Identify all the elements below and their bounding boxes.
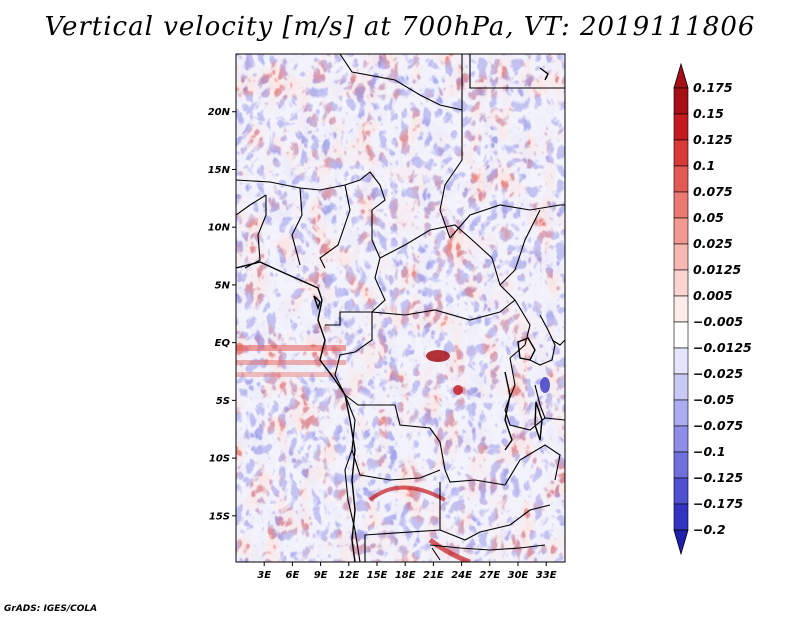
colorbar-label: −0.2 <box>693 522 726 537</box>
lon-tick-label: 21E <box>423 570 444 581</box>
lat-tick-label: 15N <box>208 165 231 176</box>
colorbar-label: 0.125 <box>693 132 733 147</box>
colorbar-label: 0.15 <box>693 106 724 121</box>
colorbar-label: −0.1 <box>693 444 726 459</box>
lat-tick-label: 10S <box>209 454 230 465</box>
colorbar-label: −0.05 <box>693 392 735 407</box>
colorbar-segment <box>673 269 689 297</box>
colorbar-label: 0.0125 <box>693 262 742 277</box>
colorbar-label: −0.005 <box>693 314 743 329</box>
colorbar-segment <box>673 451 689 479</box>
lon-tick-label: 33E <box>536 570 557 581</box>
map-frame <box>235 53 566 563</box>
colorbar-label: 0.05 <box>693 210 724 225</box>
colorbar-segment <box>673 503 689 531</box>
lat-tick-label: EQ <box>215 338 231 349</box>
colorbar-label: 0.1 <box>693 158 715 173</box>
map-title: Vertical velocity [m/s] at 700hPa, VT: 2… <box>44 12 756 42</box>
colorbar-segment <box>673 165 689 193</box>
colorbar-segment <box>673 87 689 115</box>
lat-tick-label: 5N <box>215 280 231 291</box>
colorbar-label: −0.125 <box>693 470 743 485</box>
grads-credit: GrADS: IGES/COLA <box>4 604 98 614</box>
colorbar-label: −0.025 <box>693 366 743 381</box>
lon-tick-label: 24E <box>451 570 472 581</box>
lat-tick-label: 5S <box>216 396 230 407</box>
lon-tick-label: 18E <box>395 570 416 581</box>
lon-tick-label: 6E <box>286 570 300 581</box>
colorbar-segment <box>673 425 689 453</box>
colorbar-label: −0.0125 <box>693 340 752 355</box>
colorbar-segment <box>673 399 689 427</box>
lat-tick-label: 15S <box>209 511 230 522</box>
colorbar-label: 0.175 <box>693 80 733 95</box>
lat-tick-label: 10N <box>208 223 231 234</box>
lon-tick-label: 15E <box>367 570 388 581</box>
colorbar-top-cap <box>673 62 689 89</box>
lon-tick-label: 27E <box>479 570 500 581</box>
colorbar-label: 0.025 <box>693 236 733 251</box>
colorbar-label: 0.005 <box>693 288 733 303</box>
colorbar-segment <box>673 373 689 401</box>
colorbar-segment <box>673 217 689 245</box>
colorbar-segment <box>673 321 689 349</box>
colorbar-segment <box>673 295 689 323</box>
colorbar-segment <box>673 191 689 219</box>
country-boundaries <box>236 54 565 562</box>
colorbar-segment <box>673 477 689 505</box>
colorbar-label: −0.175 <box>693 496 743 511</box>
latitude-axis: 20N 15N 10N 5N EQ 5S 10S 15S <box>208 107 236 522</box>
lon-tick-label: 3E <box>257 570 271 581</box>
lon-tick-label: 9E <box>314 570 328 581</box>
lon-tick-label: 12E <box>338 570 359 581</box>
colorbar-label: −0.075 <box>693 418 743 433</box>
colorbar-segment <box>673 139 689 167</box>
colorbar-label: 0.075 <box>693 184 733 199</box>
colorbar-bottom-cap <box>673 529 689 556</box>
vertical-velocity-field <box>236 54 565 562</box>
colorbar-segment <box>673 243 689 271</box>
lon-tick-label: 30E <box>508 570 529 581</box>
longitude-axis: 3E 6E 9E 12E 15E 18E 21E 24E 27E 30E 33E <box>257 562 557 581</box>
lat-tick-label: 20N <box>208 107 231 118</box>
colorbar-segment <box>673 347 689 375</box>
colorbar: 0.175 0.15 0.125 0.1 0.075 0.05 0.025 0.0125 0.0… <box>673 62 752 556</box>
coastline <box>236 67 549 562</box>
colorbar-segment <box>673 113 689 141</box>
